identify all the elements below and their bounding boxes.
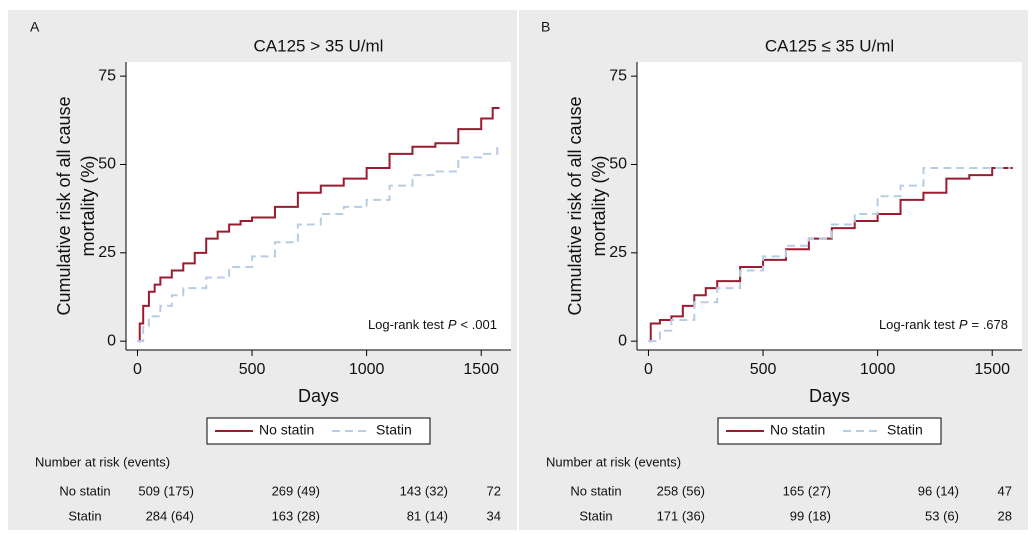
- risk-row-label: Statin: [68, 508, 101, 523]
- chart-title: CA125 ≤ 35 U/ml: [765, 36, 894, 55]
- y-tick-label: 0: [618, 332, 627, 349]
- y-axis-label: Cumulative risk of all cause: [565, 96, 585, 315]
- risk-cell: 99 (18): [790, 508, 831, 523]
- y-axis-label: Cumulative risk of all cause: [54, 96, 74, 315]
- y-tick-label: 50: [609, 156, 627, 173]
- annotation: Log-rank test P = .678: [879, 317, 1008, 332]
- x-tick-label: 500: [239, 361, 266, 378]
- risk-cell: 509 (175): [138, 483, 194, 498]
- annotation-part: Log-rank test: [879, 317, 955, 332]
- y-tick-label: 25: [609, 244, 627, 261]
- x-tick-label: 1500: [463, 361, 499, 378]
- y-tick-label: 75: [609, 67, 627, 84]
- risk-cell: 143 (32): [400, 483, 448, 498]
- risk-cell: 34: [487, 508, 501, 523]
- panel-label: A: [30, 19, 40, 35]
- legend-label: Statin: [376, 422, 412, 438]
- risk-cell: 96 (14): [918, 483, 959, 498]
- x-tick-label: 1000: [860, 361, 896, 378]
- annotation-part: = .678: [971, 317, 1008, 332]
- x-tick-label: 0: [133, 361, 142, 378]
- risk-cell: 47: [998, 483, 1012, 498]
- annotation: Log-rank test P < .001: [368, 317, 497, 332]
- legend-label: Statin: [887, 422, 923, 438]
- panel: A CA125 > 35 U/ml 0 25 50 75 0 500 1000 1500 Days C…: [8, 10, 517, 530]
- plot-area: [126, 62, 511, 350]
- y-axis-label: mortality (%): [589, 155, 609, 256]
- panel-label: B: [541, 19, 550, 35]
- chart-title: CA125 > 35 U/ml: [254, 36, 384, 55]
- risk-cell: 163 (28): [272, 508, 320, 523]
- risk-row-label: Statin: [579, 508, 612, 523]
- legend-label: No statin: [770, 422, 825, 438]
- panel: B CA125 ≤ 35 U/ml 0 25 50 75 0 500 1000 1500 Days C…: [519, 10, 1028, 530]
- risk-cell: 171 (36): [657, 508, 705, 523]
- x-tick-label: 1000: [349, 361, 385, 378]
- y-tick-label: 25: [98, 244, 116, 261]
- km-curve: [137, 106, 500, 343]
- x-tick-label: 500: [750, 361, 777, 378]
- risk-cell: 284 (64): [146, 508, 194, 523]
- legend-label: No statin: [259, 422, 314, 438]
- y-tick-label: 50: [98, 156, 116, 173]
- annotation-part: < .001: [460, 317, 497, 332]
- risk-cell: 165 (27): [783, 483, 831, 498]
- annotation-part: Log-rank test: [368, 317, 444, 332]
- risk-row-label: No statin: [570, 483, 621, 498]
- risk-cell: 258 (56): [657, 483, 705, 498]
- risk-table-title: Number at risk (events): [35, 454, 170, 469]
- x-tick-label: 1500: [974, 361, 1010, 378]
- risk-cell: 53 (6): [925, 508, 959, 523]
- y-tick-label: 75: [98, 67, 116, 84]
- risk-table-title: Number at risk (events): [546, 454, 681, 469]
- annotation-part: P: [448, 317, 457, 332]
- risk-cell: 72: [487, 483, 501, 498]
- y-axis-label: mortality (%): [78, 155, 98, 256]
- km-curve: [648, 167, 1011, 343]
- risk-row-label: No statin: [59, 483, 110, 498]
- x-axis-label: Days: [298, 386, 339, 406]
- risk-cell: 269 (49): [272, 483, 320, 498]
- x-tick-label: 0: [644, 361, 653, 378]
- x-axis-label: Days: [809, 386, 850, 406]
- y-tick-label: 0: [107, 332, 116, 349]
- risk-cell: 28: [998, 508, 1012, 523]
- annotation-part: P: [959, 317, 968, 332]
- risk-cell: 81 (14): [407, 508, 448, 523]
